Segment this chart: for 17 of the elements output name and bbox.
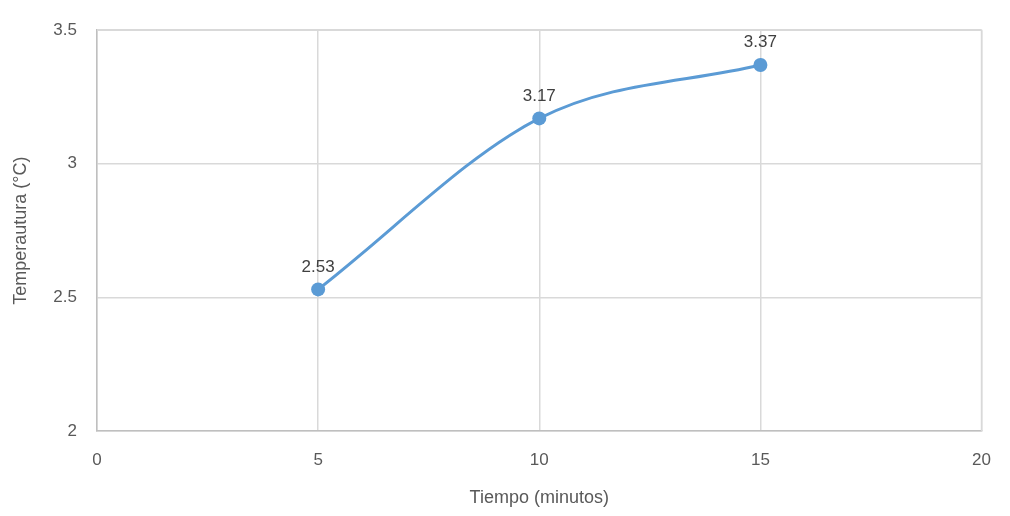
x-tick-label: 10 xyxy=(529,449,549,469)
y-tick-label: 2.5 xyxy=(53,287,77,307)
data-label: 2.53 xyxy=(301,256,335,276)
x-tick-label: 20 xyxy=(972,449,992,469)
x-axis-title: Tiempo (minutos) xyxy=(469,487,609,508)
y-tick-label: 2 xyxy=(67,420,77,440)
x-tick-label: 15 xyxy=(750,449,770,469)
x-tick-label: 5 xyxy=(313,449,323,469)
point xyxy=(753,57,768,72)
point xyxy=(532,111,547,126)
point xyxy=(311,282,326,297)
data-label: 3.37 xyxy=(743,32,777,52)
data-label: 3.17 xyxy=(522,85,556,105)
y-axis-title: Temperautura (°C) xyxy=(9,156,30,305)
y-tick-label: 3 xyxy=(67,153,77,173)
y-tick-label: 3.5 xyxy=(53,19,77,39)
x-tick-label: 0 xyxy=(92,449,102,469)
